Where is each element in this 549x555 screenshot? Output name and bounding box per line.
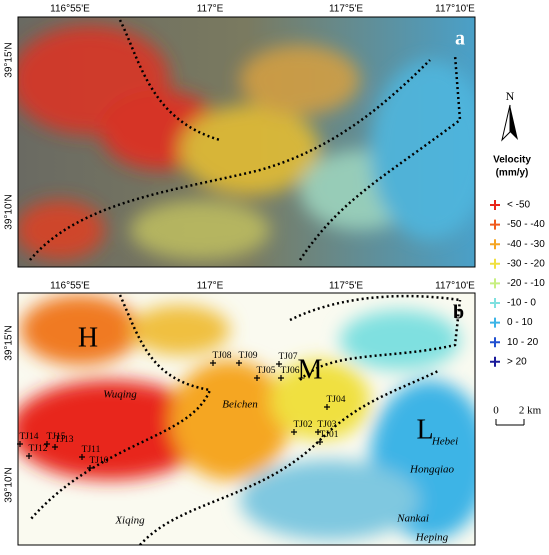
station-label: TJ09 <box>239 351 258 361</box>
legend-label: 0 - 10 <box>507 317 533 328</box>
lat-label: 39°15'N <box>4 325 15 360</box>
lon-label: 117°E <box>197 281 224 292</box>
station-label: TJ05 <box>257 366 276 376</box>
scale-end: 2 km <box>519 405 542 417</box>
scale-start: 0 <box>493 405 499 417</box>
district-label: Heping <box>415 532 449 544</box>
lat-label: 39°10'N <box>4 467 15 502</box>
map-b <box>18 293 475 545</box>
station-marker <box>44 441 50 447</box>
legend-marker <box>490 239 500 250</box>
lon-label: 116°55'E <box>50 281 90 292</box>
station-marker <box>52 444 58 450</box>
station-label: TJ10 <box>90 456 109 466</box>
legend-label: -20 - -10 <box>507 278 545 289</box>
labels: H M L Wuqing Beichen Xiqing Hebei Hongqiao Nanka… <box>17 322 458 544</box>
station-marker <box>291 429 297 435</box>
station-marker <box>276 361 282 367</box>
legend-marker <box>490 317 500 328</box>
legend-label: -30 - -20 <box>507 258 545 269</box>
station-label: TJ04 <box>327 395 346 405</box>
station-label: TJ07 <box>279 352 298 362</box>
lon-label: 117°5'E <box>329 4 363 15</box>
district-label: Wuqing <box>103 389 137 401</box>
station-label: TJ01 <box>320 430 339 440</box>
panel-label: b <box>453 302 464 324</box>
legend-title: Velocity <box>493 155 531 166</box>
legend-label: -10 - 0 <box>507 298 536 309</box>
station-label: TJ13 <box>55 435 74 445</box>
legend-marker <box>490 356 500 367</box>
station-marker <box>17 441 23 447</box>
station-marker <box>236 360 242 366</box>
north-arrow: N <box>501 89 518 142</box>
lon-label: 116°55'E <box>50 4 90 15</box>
district-label: Beichen <box>222 399 258 411</box>
station-marker <box>317 439 323 445</box>
frame-b <box>17 292 476 546</box>
station-marker <box>254 375 260 381</box>
north-label: N <box>506 89 515 103</box>
lon-label: 117°E <box>197 4 224 15</box>
lon-label: 117°10'E <box>435 4 475 15</box>
station-label: TJ15 <box>47 432 66 442</box>
panel-label: a <box>455 28 465 50</box>
station-marker <box>315 429 321 435</box>
station-marker <box>324 404 330 410</box>
district-label: Hebei <box>431 436 458 448</box>
station-marker <box>210 360 216 366</box>
legend-unit: (mm/y) <box>496 168 529 179</box>
station-label: TJ08 <box>213 351 232 361</box>
station-label: TJ03 <box>318 420 337 430</box>
district-label: Hongqiao <box>409 464 455 476</box>
legend-marker <box>490 337 500 348</box>
legend-label: < -50 <box>507 200 531 211</box>
map-a <box>18 17 475 267</box>
legend-label: -50 - -40 <box>507 219 545 230</box>
legend-marker <box>490 219 500 230</box>
legend-marker <box>490 258 500 269</box>
zone-label: L <box>416 414 433 445</box>
lon-label: 117°10'E <box>435 281 475 292</box>
station-marker <box>87 465 93 471</box>
legend-marker <box>490 278 500 289</box>
zone-label: M <box>298 354 323 385</box>
legend-marker <box>490 200 500 210</box>
station-marker <box>278 375 284 381</box>
frame-a <box>17 16 476 268</box>
district-label: Nankai <box>396 513 429 525</box>
station-marker <box>26 453 32 459</box>
station-label: TJ11 <box>82 445 101 455</box>
legend-label: > 20 <box>507 356 527 367</box>
legend-label: -40 - -30 <box>507 239 545 250</box>
station-label: TJ12 <box>29 444 48 454</box>
lat-label: 39°10'N <box>4 194 15 229</box>
zone-label: H <box>78 322 98 353</box>
station-label: TJ06 <box>281 366 300 376</box>
legend-marker <box>490 298 500 308</box>
lon-label: 117°5'E <box>329 281 363 292</box>
district-label: Xiqing <box>114 515 145 527</box>
station-label: TJ02 <box>294 420 313 430</box>
legend-label: 10 - 20 <box>507 337 539 348</box>
station-label: TJ14 <box>20 432 39 442</box>
station-marker <box>79 454 85 460</box>
lat-label: 39°15'N <box>4 42 15 77</box>
